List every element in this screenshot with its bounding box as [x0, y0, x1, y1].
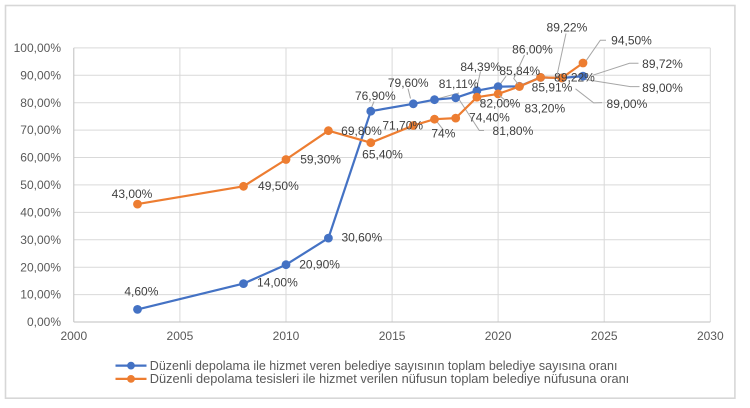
svg-text:30,60%: 30,60% — [341, 231, 382, 245]
svg-text:20,00%: 20,00% — [20, 260, 61, 274]
svg-text:89,22%: 89,22% — [547, 21, 588, 35]
svg-text:50,00%: 50,00% — [20, 178, 61, 192]
svg-text:94,50%: 94,50% — [611, 34, 652, 48]
svg-text:30,00%: 30,00% — [20, 233, 61, 247]
svg-text:85,91%: 85,91% — [532, 80, 573, 94]
svg-text:65,40%: 65,40% — [362, 148, 403, 162]
svg-text:90,00%: 90,00% — [20, 68, 61, 82]
svg-text:2020: 2020 — [485, 329, 512, 343]
svg-text:59,30%: 59,30% — [300, 152, 341, 166]
svg-text:Düzenli depolama ile hizmet ve: Düzenli depolama ile hizmet veren beledi… — [150, 359, 618, 373]
svg-text:69,80%: 69,80% — [341, 124, 382, 138]
svg-text:89,72%: 89,72% — [642, 57, 683, 71]
svg-text:49,50%: 49,50% — [258, 179, 299, 193]
svg-text:74%: 74% — [431, 127, 455, 141]
svg-text:100,00%: 100,00% — [14, 41, 62, 55]
svg-text:71,70%: 71,70% — [382, 119, 423, 133]
svg-text:81,11%: 81,11% — [439, 77, 479, 91]
svg-text:0,00%: 0,00% — [27, 315, 61, 329]
svg-text:81,80%: 81,80% — [493, 124, 534, 138]
svg-text:2005: 2005 — [167, 329, 194, 343]
svg-text:79,60%: 79,60% — [388, 76, 429, 90]
svg-text:85,84%: 85,84% — [499, 64, 540, 78]
svg-text:Düzenli depolama tesisleri ile: Düzenli depolama tesisleri ile hizmet ve… — [150, 371, 629, 386]
svg-text:80,00%: 80,00% — [20, 96, 61, 110]
svg-text:76,90%: 76,90% — [355, 89, 396, 103]
svg-text:86,00%: 86,00% — [512, 42, 553, 56]
svg-text:83,20%: 83,20% — [524, 102, 565, 116]
svg-text:2015: 2015 — [379, 329, 406, 343]
svg-text:10,00%: 10,00% — [20, 288, 61, 302]
svg-text:82,00%: 82,00% — [480, 96, 521, 110]
svg-text:20,90%: 20,90% — [299, 258, 340, 272]
svg-text:2030: 2030 — [697, 329, 724, 343]
svg-text:2000: 2000 — [60, 329, 87, 343]
svg-text:84,39%: 84,39% — [460, 60, 501, 74]
svg-text:2010: 2010 — [273, 329, 300, 343]
svg-text:89,00%: 89,00% — [607, 97, 648, 111]
svg-text:89,22%: 89,22% — [554, 71, 595, 85]
svg-text:60,00%: 60,00% — [20, 151, 61, 165]
svg-text:14,00%: 14,00% — [257, 276, 298, 290]
svg-text:70,00%: 70,00% — [20, 123, 61, 137]
svg-text:89,00%: 89,00% — [642, 81, 683, 95]
svg-text:74,40%: 74,40% — [469, 111, 510, 125]
svg-text:40,00%: 40,00% — [20, 206, 61, 220]
svg-text:43,00%: 43,00% — [112, 187, 153, 201]
svg-text:4,60%: 4,60% — [124, 285, 158, 299]
svg-text:2025: 2025 — [591, 329, 618, 343]
